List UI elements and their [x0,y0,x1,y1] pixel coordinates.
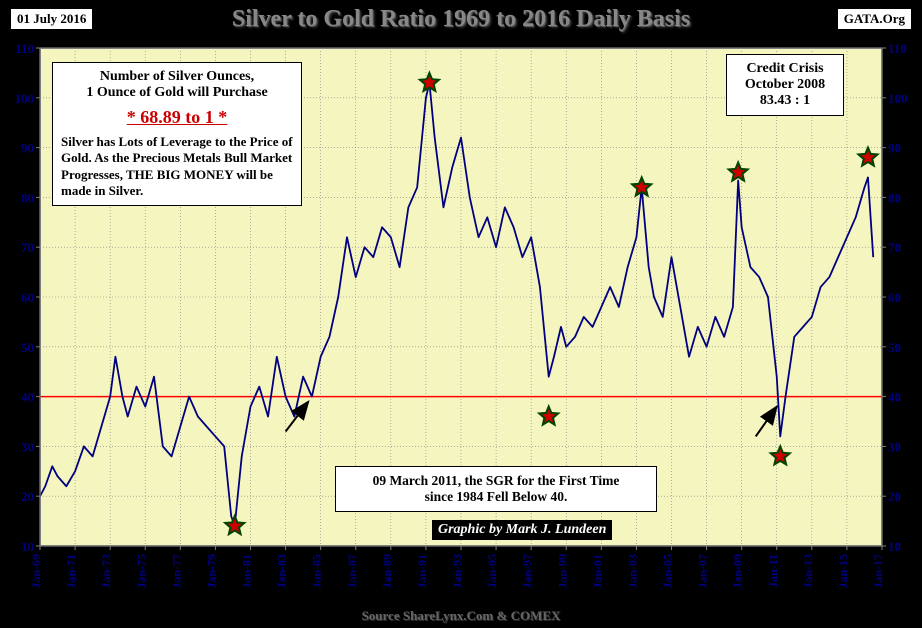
svg-text:70: 70 [888,240,901,255]
svg-text:Jan-17: Jan-17 [871,554,885,589]
svg-text:70: 70 [21,240,34,255]
svg-text:110: 110 [15,41,34,56]
svg-text:Jan-87: Jan-87 [345,554,359,589]
ratio-caption-1: Number of Silver Ounces, [61,69,293,85]
svg-text:40: 40 [21,390,34,405]
svg-text:Jan-95: Jan-95 [485,554,499,589]
svg-text:10: 10 [21,539,34,554]
graphic-credit: Graphic by Mark J. Lundeen [432,520,612,540]
svg-text:30: 30 [888,439,901,454]
svg-text:10: 10 [888,539,901,554]
svg-text:Jan-09: Jan-09 [731,554,745,589]
source-text: Source ShareLynx.Com & COMEX [0,608,922,624]
svg-text:Jan-77: Jan-77 [169,554,183,589]
svg-text:Jan-99: Jan-99 [555,554,569,589]
svg-text:20: 20 [888,489,901,504]
svg-text:90: 90 [888,141,901,156]
svg-text:80: 80 [21,190,34,205]
svg-text:100: 100 [15,91,35,106]
ratio-callout-box: Number of Silver Ounces, 1 Ounce of Gold… [52,62,302,206]
svg-text:Jan-11: Jan-11 [766,554,780,588]
credit-crisis-l3: 83.43 : 1 [735,93,835,109]
svg-text:Jan-81: Jan-81 [240,554,254,589]
credit-crisis-l2: October 2008 [735,77,835,93]
svg-text:Jan-07: Jan-07 [696,554,710,589]
svg-text:50: 50 [888,340,901,355]
svg-text:60: 60 [21,290,34,305]
sgr-note-box: 09 March 2011, the SGR for the First Tim… [335,466,657,512]
svg-text:100: 100 [888,91,908,106]
svg-text:30: 30 [21,439,34,454]
ratio-caption-2: 1 Ounce of Gold will Purchase [61,85,293,101]
svg-text:Jan-01: Jan-01 [590,554,604,589]
svg-text:Jan-93: Jan-93 [450,554,464,589]
svg-text:60: 60 [888,290,901,305]
svg-text:Jan-13: Jan-13 [801,554,815,589]
svg-text:80: 80 [888,190,901,205]
credit-crisis-l1: Credit Crisis [735,61,835,77]
svg-text:90: 90 [21,141,34,156]
svg-text:Jan-75: Jan-75 [134,554,148,589]
svg-text:Jan-79: Jan-79 [204,554,218,589]
svg-text:Jan-89: Jan-89 [380,554,394,589]
ratio-body: Silver has Lots of Leverage to the Price… [61,134,293,199]
svg-text:Jan-15: Jan-15 [836,554,850,589]
chart-container: 01 July 2016 GATA.Org Silver to Gold Rat… [0,0,922,628]
svg-text:Jan-73: Jan-73 [99,554,113,589]
svg-text:Jan-97: Jan-97 [520,554,534,589]
credit-crisis-box: Credit Crisis October 2008 83.43 : 1 [726,54,844,116]
svg-text:20: 20 [21,489,34,504]
svg-text:Jan-85: Jan-85 [310,554,324,589]
svg-text:Jan-71: Jan-71 [64,554,78,589]
sgr-note-l1: 09 March 2011, the SGR for the First Tim… [344,473,648,489]
svg-text:110: 110 [888,41,907,56]
svg-text:40: 40 [888,390,901,405]
svg-text:50: 50 [21,340,34,355]
svg-text:Jan-03: Jan-03 [625,554,639,589]
svg-text:Jan-69: Jan-69 [29,554,43,589]
svg-text:Jan-83: Jan-83 [275,554,289,589]
sgr-note-l2: since 1984 Fell Below 40. [344,489,648,505]
svg-text:Jan-91: Jan-91 [415,554,429,589]
ratio-value: * 68.89 to 1 * [61,107,293,128]
svg-text:Jan-05: Jan-05 [661,554,675,589]
